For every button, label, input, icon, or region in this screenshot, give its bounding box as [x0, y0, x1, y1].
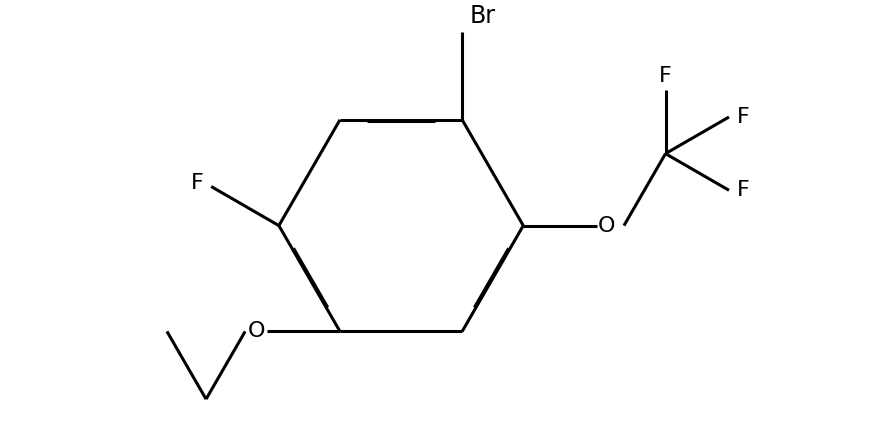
- Text: Br: Br: [470, 4, 496, 28]
- Text: F: F: [659, 66, 672, 86]
- Text: O: O: [598, 216, 615, 236]
- Text: F: F: [737, 107, 750, 127]
- Text: O: O: [248, 322, 266, 341]
- Text: F: F: [737, 180, 750, 200]
- Text: F: F: [191, 173, 203, 193]
